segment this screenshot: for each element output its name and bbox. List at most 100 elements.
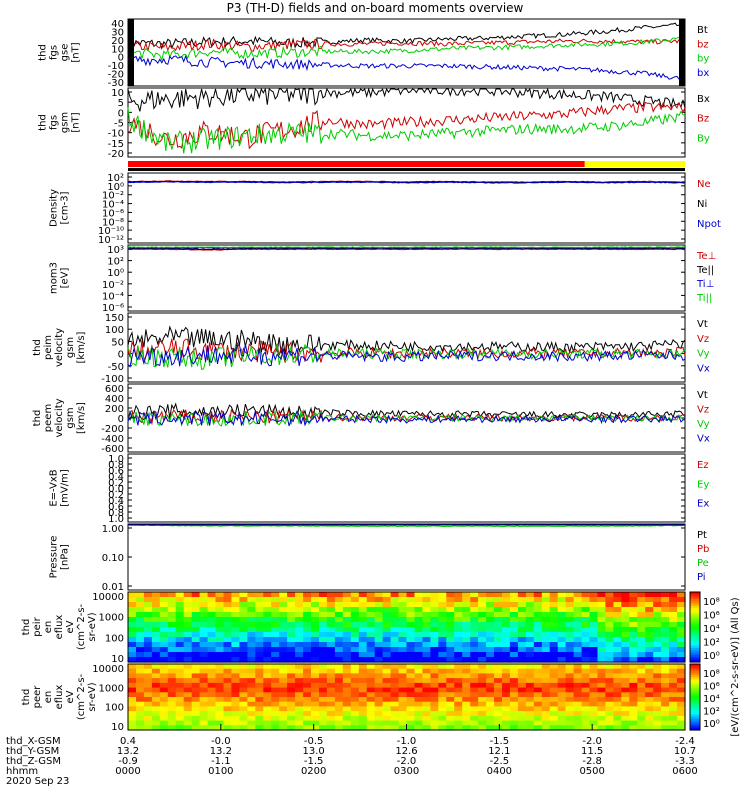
peir_spec-cell — [541, 607, 551, 613]
peir_spec-cell — [366, 617, 376, 623]
peir_spec-cell — [239, 602, 248, 608]
peer_spec-cell — [645, 725, 654, 731]
peir_spec-cell — [557, 602, 567, 608]
peir_spec-ylabel: eflux — [54, 615, 65, 640]
peer_spec-cell — [557, 668, 567, 674]
peir_spec-cell — [406, 592, 416, 598]
peir_spec-cell — [319, 602, 328, 608]
peir_spec-cell — [517, 657, 527, 663]
peer_spec-cell — [653, 692, 662, 698]
peir_spec-cell — [677, 602, 686, 608]
peer_spec-cell — [573, 711, 583, 717]
peer_spec-cell — [629, 673, 638, 679]
peer_spec-cell — [239, 682, 248, 689]
peer_spec-cell — [271, 678, 280, 684]
peer_spec-cell — [207, 687, 217, 693]
peer_spec-cell — [414, 678, 424, 684]
peir_spec-cell — [239, 632, 248, 638]
peir_spec-cell — [621, 597, 630, 603]
peer_spec-cell — [334, 668, 344, 674]
peir_spec-cell — [613, 632, 622, 638]
peer_spec-cell — [509, 664, 519, 670]
peir_spec-cell — [342, 607, 352, 613]
peir_spec-colorbar-cell — [690, 643, 700, 647]
peir_spec-cell — [653, 617, 662, 623]
peir_spec-cell — [303, 652, 312, 658]
peer_spec-cell — [621, 682, 630, 689]
peir_spec-cell — [231, 647, 240, 653]
peir_spec-cell — [326, 632, 336, 638]
peer_spec-colorbar-tick: 10⁶ — [703, 682, 720, 693]
peim_velocity-frame — [127, 312, 686, 383]
peir_spec-cell — [279, 627, 288, 633]
peer_spec-cell — [366, 678, 376, 684]
pressure-series-2 — [127, 524, 686, 528]
temperature-ytick: 10⁰ — [107, 268, 124, 279]
peer_spec-cell — [653, 706, 662, 712]
peir_spec-cell — [486, 647, 495, 653]
peir_spec-cell — [414, 622, 424, 628]
peir_spec-colorbar-cell — [690, 624, 700, 628]
peir_spec-cell — [430, 597, 439, 603]
peir_spec-cell — [661, 642, 670, 648]
peir_spec-cell — [382, 637, 392, 643]
peir_spec-cell — [509, 642, 519, 648]
peir_spec-cell — [358, 602, 368, 608]
peer_spec-cell — [342, 697, 352, 703]
peir_spec-cell — [494, 602, 503, 608]
peir_spec-cell — [509, 592, 519, 598]
peer_spec-cell — [279, 682, 288, 689]
peer_spec-cell — [557, 697, 567, 703]
peer_spec-cell — [199, 701, 209, 707]
density-ytick: 10⁻¹² — [98, 235, 124, 246]
peir_spec-cell — [358, 617, 368, 623]
peer_spec-cell — [271, 682, 280, 689]
peer_spec-cell — [517, 715, 527, 722]
peir_spec-colorbar-cell — [690, 599, 700, 602]
peir_spec-cell — [183, 602, 193, 608]
peir_spec-cell — [677, 612, 686, 618]
peer_spec-cell — [136, 664, 145, 670]
peir_spec-colorbar-cell — [690, 615, 700, 619]
peir_spec-cell — [573, 592, 583, 598]
peir_spec-cell — [191, 607, 201, 613]
peir_spec-cell — [175, 597, 185, 603]
peir_spec-cell — [255, 607, 264, 613]
peer_spec-cell — [128, 682, 137, 689]
peir_spec-cell — [653, 657, 662, 663]
peer_spec-cell — [517, 678, 527, 684]
peer_spec-cell — [581, 678, 591, 684]
peir_spec-cell — [438, 637, 447, 643]
fgs_gse-legend-3: bx — [697, 68, 709, 79]
peir_spec-colorbar-cell — [690, 627, 700, 630]
peir_spec-cell — [637, 627, 646, 633]
peer_spec-cell — [621, 711, 630, 717]
peer_spec-cell — [215, 706, 225, 712]
peir_spec-cell — [303, 592, 312, 598]
peir_spec-cell — [541, 627, 551, 633]
peir_spec-cell — [661, 657, 670, 663]
fgs_gse-ytick: 0 — [118, 53, 124, 64]
peir_spec-cell — [207, 632, 217, 638]
peir_spec-cell — [231, 622, 240, 628]
peer_spec-cell — [311, 715, 320, 722]
peer_spec-colorbar-cell — [690, 690, 700, 694]
peer_spec-cell — [287, 720, 296, 726]
peir_spec-cell — [557, 652, 567, 658]
peir_spec-cell — [279, 592, 288, 598]
peim_velocity-legend-2: Vy — [697, 349, 710, 360]
peer_spec-cell — [446, 720, 455, 726]
peir_spec-cell — [128, 597, 137, 603]
peir_spec-cell — [573, 602, 583, 608]
peir_spec-cell — [191, 592, 201, 598]
peir_spec-cell — [581, 607, 591, 613]
peir_spec-cell — [358, 607, 368, 613]
peer_spec-cell — [669, 692, 678, 698]
peir_spec-ylabel: (cm^2-s- — [76, 603, 87, 650]
peir_spec-cell — [517, 622, 527, 628]
peer_spec-cell — [319, 697, 328, 703]
peir_spec-cell — [677, 652, 686, 658]
peir_spec-cell — [223, 637, 233, 643]
peir_spec-cell — [589, 597, 599, 603]
peir_spec-cell — [541, 642, 551, 648]
